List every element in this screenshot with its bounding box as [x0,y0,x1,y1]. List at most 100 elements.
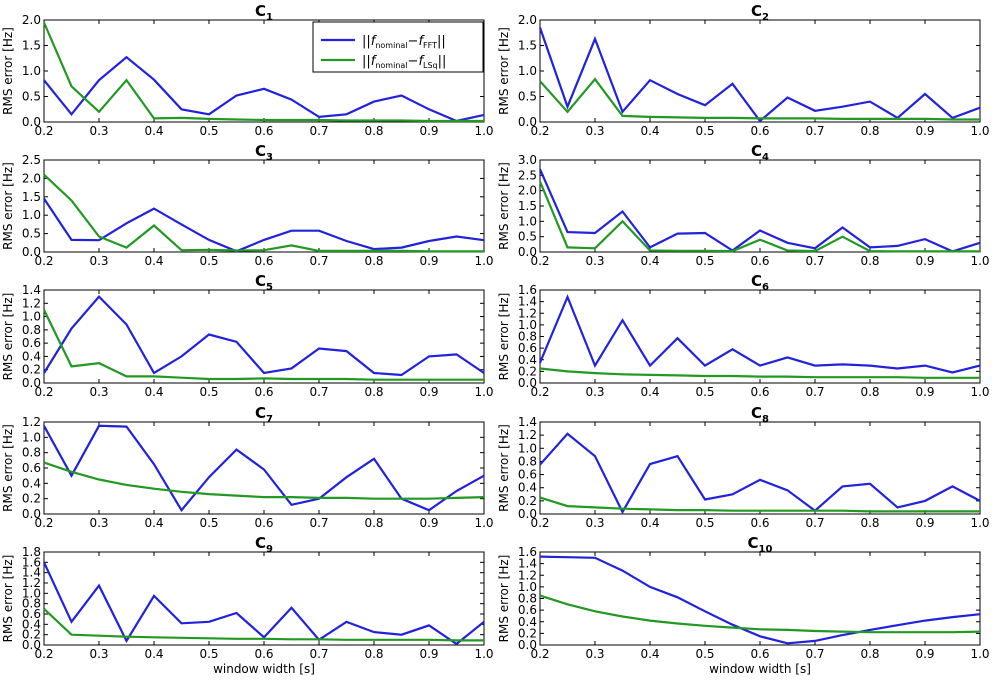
subplot-title: C7 [255,404,273,425]
y-tick-label: 1.0 [518,64,537,78]
x-tick-label: 0.9 [419,647,438,661]
y-tick-label: 1.2 [22,415,41,429]
y-tick-label: 0.8 [22,446,41,460]
x-tick-label: 0.4 [640,385,659,399]
y-tick-label: 1.6 [518,545,537,559]
y-axis-label: RMS error [Hz] [497,27,511,115]
y-tick-label: 0.0 [22,638,41,652]
x-tick-label: 0.5 [199,385,218,399]
x-tick-label: 0.2 [530,647,549,661]
x-tick-label: 0.9 [419,516,438,530]
y-tick-label: 1.4 [518,415,537,429]
subplot-6: 0.2 0.3 0.4 0.5 0.6 0.7 0.8 0.9 1.00.00.20.40.60… [497,272,990,399]
series-line-lsq [539,77,980,121]
x-tick-label: 0.5 [199,124,218,138]
y-tick-label: 0.2 [22,628,41,642]
x-tick-label: 0.5 [695,385,714,399]
x-tick-label: 0.2 [530,385,549,399]
x-tick-label: 0.2 [34,516,53,530]
y-tick-label: 2.0 [22,13,41,27]
x-tick-label: 0.6 [750,254,769,268]
subplot-title: C5 [255,272,273,293]
x-tick-label: 0.5 [695,124,714,138]
plot-frame [539,289,981,384]
subplot-3: 0.2 0.3 0.4 0.5 0.6 0.7 0.8 0.9 1.0 0.0 0.5 1.0 1.5 2… [1,142,494,268]
y-tick-label: 1.2 [518,428,537,442]
x-tick-label: 0.7 [805,124,824,138]
y-tick-label: 0.5 [22,90,41,104]
x-tick-label: 0.6 [254,254,273,268]
legend-label: ||fnominal−fLSq|| [362,54,446,70]
x-tick-label: 1.0 [970,254,989,268]
y-tick-label: 0.4 [518,353,537,367]
x-tick-label: 0.5 [199,254,218,268]
x-tick-label: 0.4 [144,516,163,530]
subplot-1: 0.2 0.3 0.4 0.5 0.6 0.7 0.8 0.9 1.0 0.0 0.5 1.0 1.5 2… [1,2,494,138]
y-tick-label: 2.0 [22,171,41,185]
x-tick-label: 0.5 [199,516,218,530]
y-tick-label: 1.4 [22,283,41,297]
y-tick-label: 1.0 [518,441,537,455]
y-tick-label: 1.0 [22,586,41,600]
x-tick-label: 0.9 [915,385,934,399]
x-tick-label: 0.7 [805,385,824,399]
y-tick-label: 1.5 [22,39,41,53]
y-tick-label: 2.5 [22,153,41,167]
y-tick-label: 1.4 [518,557,537,571]
x-axis-label: window width [s] [213,662,315,676]
x-tick-label: 1.0 [474,254,493,268]
x-tick-label: 0.8 [860,124,879,138]
x-tick-label: 1.0 [474,516,493,530]
series-line-fft [43,55,485,123]
plot-frame [43,551,485,646]
x-tick-label: 0.6 [750,647,769,661]
x-tick-label: 0.9 [915,254,934,268]
x-tick-label: 0.5 [199,647,218,661]
y-tick-label: 1.5 [22,190,41,204]
series-line-lsq [539,496,980,513]
x-tick-label: 0.9 [419,385,438,399]
subplot-5: 0.2 0.3 0.4 0.5 0.6 0.7 0.8 0.9 1.00.00.20.40.60… [1,272,494,399]
y-tick-label: 1.2 [518,306,537,320]
y-tick-label: 0.6 [22,461,41,475]
y-axis-label: RMS error [Hz] [1,27,15,115]
x-tick-label: 0.6 [254,124,273,138]
x-tick-label: 0.3 [89,254,108,268]
y-tick-label: 0.8 [518,592,537,606]
y-tick-label: 0.0 [518,245,537,259]
y-tick-label: 0.0 [22,245,41,259]
y-tick-label: 0.8 [22,597,41,611]
x-tick-label: 0.3 [585,254,604,268]
x-tick-label: 0.9 [915,124,934,138]
y-tick-label: 1.0 [22,310,41,324]
subplot-title: C8 [751,404,769,425]
y-tick-label: 0.5 [22,227,41,241]
series-line-lsq [43,607,484,642]
x-tick-label: 0.6 [750,516,769,530]
series-line-fft [538,27,981,123]
y-tick-label: 1.0 [518,214,537,228]
x-tick-label: 0.8 [364,385,383,399]
series-line-lsq [43,461,485,500]
y-tick-label: 1.0 [518,580,537,594]
x-tick-label: 0.8 [364,516,383,530]
x-tick-label: 0.8 [860,516,879,530]
x-tick-label: 0.4 [640,124,659,138]
x-tick-label: 1.0 [970,647,989,661]
x-tick-label: 0.6 [750,124,769,138]
x-tick-label: 0.7 [309,124,328,138]
y-tick-label: 1.4 [518,295,537,309]
y-tick-label: 0.5 [518,90,537,104]
x-axis-label: window width [s] [709,662,811,676]
series-line-lsq [42,22,484,123]
x-tick-label: 1.0 [970,124,989,138]
subplot-2: 0.2 0.3 0.4 0.5 0.6 0.7 0.8 0.9 1.0 0.0 0.5 1.0 1.5 2… [497,2,990,138]
x-tick-label: 0.4 [144,385,163,399]
y-tick-label: 0.4 [22,617,41,631]
y-axis-label: RMS error [Hz] [497,293,511,381]
series-line-lsq [538,181,980,253]
subplot-title: C10 [748,534,773,555]
y-tick-label: 0.0 [22,507,41,521]
y-tick-label: 0.0 [518,507,537,521]
x-tick-label: 0.8 [860,254,879,268]
